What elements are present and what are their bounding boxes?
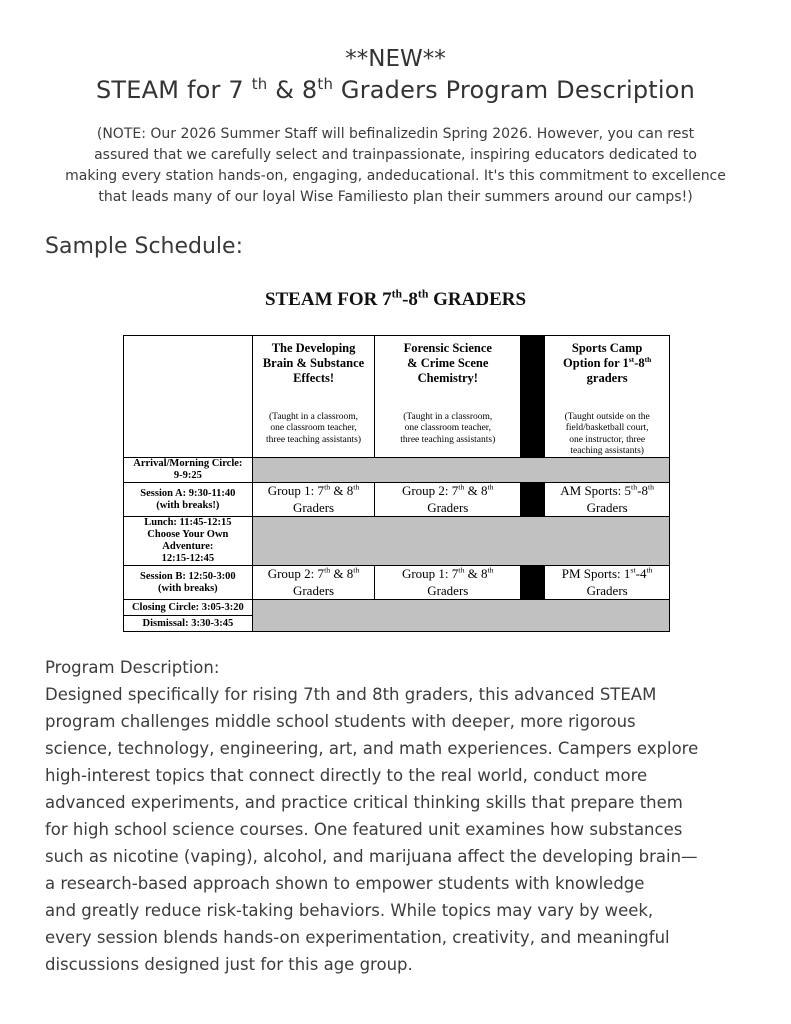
cell-session-a-sports: AM Sports: 5th-8th Graders <box>544 482 670 517</box>
break-row-fill <box>251 516 671 566</box>
corner-empty-cell <box>123 334 253 459</box>
program-description-section: Program Description: Designed specifical… <box>45 654 746 978</box>
program-description-heading: Program Description: <box>45 658 220 677</box>
table-header-row: The Developing Brain & Substance Effects… <box>123 334 670 459</box>
row-dismissal: Dismissal: 3:30-3:45 <box>123 615 670 632</box>
column-title: The Developing Brain & Substance Effects… <box>262 341 365 385</box>
cell-session-a-forensic-science: Group 2: 7th & 8th Graders <box>374 482 522 517</box>
row-arrival-morning-circle: Arrival/Morning Circle: 9-9:25 <box>123 457 671 483</box>
column-subtitle: (Taught in a classroom, one classroom te… <box>400 412 496 445</box>
row-session-b: Session B: 12:50-3:00 (with breaks) Grou… <box>123 565 670 600</box>
row-label-lunch: Lunch: 11:45-12:15 Choose Your Own Adven… <box>123 516 253 566</box>
break-row-fill <box>251 457 671 483</box>
sample-schedule-heading: Sample Schedule: <box>45 234 243 259</box>
cell-session-b-sports: PM Sports: 1st-4th Graders <box>544 565 670 600</box>
divider-column-cell <box>520 565 546 600</box>
program-description-body: Designed specifically for rising 7th and… <box>45 685 699 974</box>
row-session-a: Session A: 9:30-11:40 (with breaks!) Gro… <box>123 482 670 517</box>
column-subtitle: (Taught outside on the field/basketball … <box>564 412 650 456</box>
row-label-closing-circle: Closing Circle: 3:05-3:20 <box>123 599 253 616</box>
break-row-fill <box>251 599 671 632</box>
cell-session-a-developing-brain: Group 1: 7th & 8th Graders <box>251 482 376 517</box>
row-lunch: Lunch: 11:45-12:15 Choose Your Own Adven… <box>123 516 671 566</box>
divider-column-cell <box>520 334 546 459</box>
divider-column-cell <box>520 482 546 517</box>
schedule-table: The Developing Brain & Substance Effects… <box>123 334 671 632</box>
cell-session-b-developing-brain: Group 2: 7th & 8th Graders <box>251 565 376 600</box>
column-title: Sports Camp Option for 1st-8th graders <box>563 341 652 385</box>
row-label-session-b: Session B: 12:50-3:00 (with breaks) <box>123 565 253 600</box>
column-title: Forensic Science & Crime Scene Chemistry… <box>403 341 492 385</box>
column-header-developing-brain: The Developing Brain & Substance Effects… <box>251 334 376 459</box>
note-paragraph: (NOTE: Our 2026 Summer Staff will befina… <box>65 126 726 205</box>
row-closing-circle: Closing Circle: 3:05-3:20 <box>123 599 671 632</box>
column-header-forensic-science: Forensic Science & Crime Scene Chemistry… <box>374 334 522 459</box>
new-banner: **NEW** <box>345 46 446 72</box>
page-title: STEAM for 7 th & 8th Graders Program Des… <box>95 75 696 104</box>
column-header-sports-camp: Sports Camp Option for 1st-8th graders (… <box>544 334 670 459</box>
row-label-dismissal: Dismissal: 3:30-3:45 <box>123 615 253 632</box>
column-subtitle: (Taught in a classroom, one classroom te… <box>266 412 362 445</box>
schedule-table-title: STEAM FOR 7th-8th GRADERS <box>264 287 527 310</box>
cell-session-b-forensic-science: Group 1: 7th & 8th Graders <box>374 565 522 600</box>
row-label-session-a: Session A: 9:30-11:40 (with breaks!) <box>123 482 253 517</box>
row-label-arrival: Arrival/Morning Circle: 9-9:25 <box>123 457 253 483</box>
